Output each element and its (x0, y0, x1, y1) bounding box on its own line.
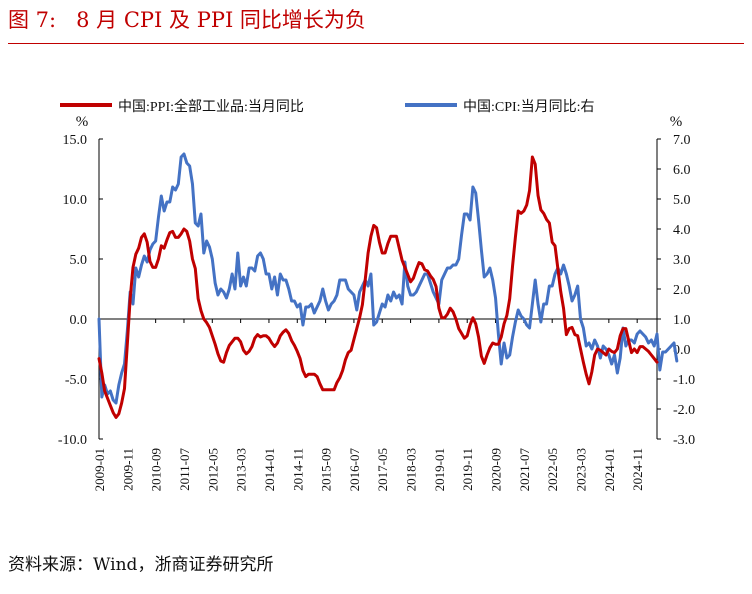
left-tick-label: 0.0 (70, 313, 88, 328)
x-tick-label: 2020-09 (489, 448, 504, 491)
x-tick-label: 2018-03 (404, 448, 419, 491)
right-tick-label: 7.0 (673, 133, 691, 148)
x-tick-label: 2009-01 (92, 448, 107, 491)
x-tick-label: 2019-11 (460, 448, 475, 491)
x-tick-label: 2023-03 (574, 448, 589, 491)
ppi-series-line (97, 155, 659, 419)
title-rule (8, 43, 744, 44)
right-tick-label: 3.0 (673, 253, 691, 268)
x-tick-label: 2017-05 (375, 448, 390, 491)
source-note: 资料来源：Wind，浙商证券研究所 (8, 555, 274, 575)
right-tick-label: 6.0 (673, 163, 691, 178)
left-unit-label: % (76, 114, 89, 130)
figure-title: 图 7: 8 月 CPI 及 PPI 同比增长为负 (8, 8, 366, 32)
x-tick-label: 2019-01 (432, 448, 447, 491)
right-tick-label: -1.0 (673, 373, 695, 388)
x-tick-label: 2009-11 (120, 448, 135, 491)
x-tick-label: 2021-07 (517, 448, 532, 492)
x-tick-label: 2022-05 (545, 448, 560, 491)
right-tick-label: 2.0 (673, 283, 691, 298)
x-tick-label: 2013-03 (234, 448, 249, 491)
right-tick-label: 0.0 (673, 343, 691, 358)
x-tick-label: 2016-07 (347, 448, 362, 492)
legend-label-cpi: 中国:CPI:当月同比:右 (463, 99, 594, 115)
left-tick-label: 10.0 (63, 193, 88, 208)
x-tick-label: 2010-09 (149, 448, 164, 491)
left-tick-label: 15.0 (63, 133, 88, 148)
x-tick-label: 2024-01 (602, 448, 617, 491)
x-tick-label: 2024-11 (630, 448, 645, 491)
right-tick-label: -2.0 (673, 403, 695, 418)
x-tick-label: 2015-09 (319, 448, 334, 491)
legend-label-ppi: 中国:PPI:全部工业品:当月同比 (118, 98, 304, 115)
x-tick-label: 2011-07 (177, 448, 192, 491)
right-tick-label: 4.0 (673, 223, 691, 238)
right-tick-label: 1.0 (673, 313, 691, 328)
series-layer (97, 152, 679, 419)
left-tick-label: -5.0 (65, 373, 87, 388)
right-tick-label: -3.0 (673, 433, 695, 448)
x-tick-label: 2014-11 (290, 448, 305, 491)
cpi-series-line (97, 152, 679, 405)
right-unit-label: % (670, 114, 683, 130)
legend: 中国:PPI:全部工业品:当月同比 中国:CPI:当月同比:右 (60, 98, 594, 115)
left-tick-label: 5.0 (70, 253, 88, 268)
x-tick-label: 2012-05 (205, 448, 220, 491)
left-tick-label: -10.0 (58, 433, 87, 448)
axes: 15.0 10.0 5.0 0.0 -5.0 -10.0 7.0 6.0 5.0 4.0 3.0 2.… (58, 133, 695, 491)
right-tick-label: 5.0 (673, 193, 691, 208)
x-tick-label: 2014-01 (262, 448, 277, 491)
